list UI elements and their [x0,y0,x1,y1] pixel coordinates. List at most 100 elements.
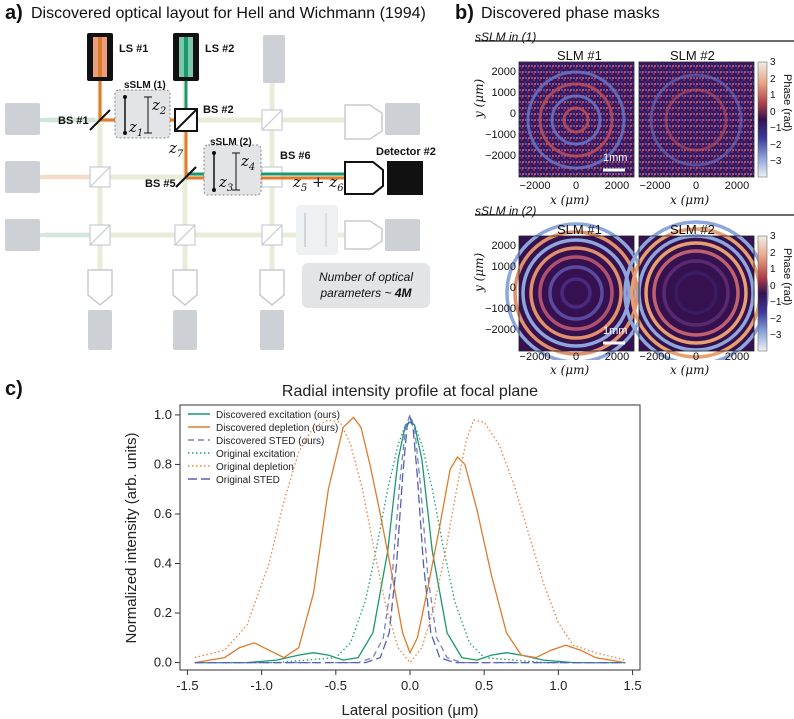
y-tick-label: 0.4 [154,556,172,571]
ls1-label: LS #1 [119,43,149,55]
row2-x-tick: 0 [692,351,700,363]
light-source-2 [173,33,199,81]
sslm-1-box [114,89,171,139]
params-box-bg [302,263,430,308]
z7-label: z7 [169,139,184,160]
x-ticks: -1.5 -1.0 -0.5 0.0 0.5 1.0 1.5 [176,670,642,693]
sslm-2-box [203,144,262,196]
row2-slm2-title: SLM #2 [670,222,715,237]
inactive-beamsplitters [89,109,283,246]
row1-x-tick: −2000 [519,180,551,192]
panel-b-label: b) [455,2,474,24]
beam-splitter-2 [174,108,198,132]
row2-scale-label: 1mm [603,325,628,337]
sslm-2-label: sSLM (2) [210,137,252,148]
series-line-5 [194,415,626,664]
y-ticks: 0.0 0.2 0.4 0.6 0.8 1.0 [154,407,180,670]
row2-slm1-title: SLM #1 [557,222,602,237]
x-tick-label: -0.5 [325,678,347,693]
inactive-sources [88,35,420,350]
row2-x-tick: −2000 [639,351,671,363]
row1-slm2-title: SLM #2 [670,48,715,63]
series-line-2 [194,412,626,664]
inactive-slm-box [296,205,338,255]
colorbar-ticks-row2: 3 2 1 0 −1 −2 −3 [770,231,782,341]
legend-label-3: Original excitation [216,449,295,460]
row2-x-tick: 0 [572,351,580,363]
colorbar-ticks-row1: 3 2 1 0 −1 −2 −3 [770,57,782,167]
row2-y-axis-label: y (μm) [472,252,486,292]
z5-z6-label: z5 + z6 [293,173,344,194]
colorbar-row2 [757,235,768,352]
panel-a-title: Discovered optical layout for Hell and W… [31,5,426,22]
row2-x-axis-label-2: x (μm) [670,363,710,377]
series-line-3 [194,421,626,664]
z1-label: z1 [129,118,144,139]
row1-y-axis-label: y (μm) [472,78,486,118]
beam-splitter-5 [175,166,197,188]
row2-x-tick: 2000 [604,351,630,363]
params-box-text: Number of optical parameters ~ 4M [318,270,414,300]
panel-c-label: c) [5,378,23,400]
bs5-label: BS #5 [145,178,176,190]
legend-label-0: Discovered excitation (ours) [216,410,340,421]
ls2-label: LS #2 [205,43,235,55]
mask-row2-slm1 [505,222,647,360]
bs2-label: BS #2 [203,104,234,116]
series-lines [194,412,626,664]
z2-label: z2 [152,96,167,117]
z4-label: z4 [241,152,256,173]
colorbar-row1 [757,61,768,178]
y-axis-label: Normalized intensity (arb. units) [123,433,140,644]
bs1-label: BS #1 [58,115,89,127]
chart-title: Radial intensity profile at focal plane [282,383,538,400]
row1-x-tick: 2000 [724,180,750,192]
beam-splitter-1 [89,109,111,131]
mask-row1-slm2 [638,61,755,178]
colorbar-label-row1: Phase (rad) [781,74,793,132]
row1-x-axis-label-2: x (μm) [670,193,710,207]
bs6-label: BS #6 [280,150,311,162]
series-line-1 [194,416,626,664]
colorbar-label-row2: Phase (rad) [781,248,793,306]
mask-row2-slm2 [623,220,769,360]
detector-2 [344,161,423,195]
phase-masks-figure [475,40,794,360]
y-tick-label: 0.6 [154,506,172,521]
x-tick-label: 1.0 [549,678,567,693]
legend: Discovered excitation (ours) Discovered d… [188,410,340,486]
y-tick-label: 1.0 [154,407,172,422]
legend-label-4: Original depletion [216,462,294,473]
row2-x-tick: 2000 [724,351,750,363]
y-tick-label: 0.0 [154,655,172,670]
row2-x-axis-label-1: x (μm) [550,363,590,377]
sslm-1-label: sSLM (1) [124,80,166,91]
row2-x-tick: −2000 [519,351,551,363]
row1-scale-label: 1mm [603,152,628,164]
y-tick-label: 0.2 [154,605,172,620]
series-line-4 [194,419,626,664]
row2-y-ticks: 2000 1000 0 −1000 −2000 [485,240,516,336]
row2-label: sSLM in (2) [475,204,537,218]
light-source-1 [87,33,113,81]
detector-2-label: Detector #2 [376,146,436,158]
row1-x-tick: 2000 [604,180,630,192]
row1-y-ticks: 2000 1000 0 −1000 −2000 [485,66,516,162]
z3-label: z3 [219,173,234,194]
x-tick-label: -1.5 [176,678,198,693]
panel-b-title: Discovered phase masks [481,5,660,22]
x-tick-label: -1.0 [250,678,272,693]
legend-label-2: Discovered STED (ours) [216,436,324,447]
row1-label: sSLM in (1) [475,30,537,44]
row1-slm1-title: SLM #1 [557,48,602,63]
row1-x-axis-label-1: x (μm) [550,193,590,207]
row1-x-tick: −2000 [639,180,671,192]
legend-label-1: Discovered depletion (ours) [216,423,338,434]
x-axis-label: Lateral position (μm) [341,702,478,719]
x-tick-label: 0.0 [401,678,419,693]
x-tick-label: 0.5 [475,678,493,693]
intensity-profile-chart: Radial intensity profile at focal plane … [123,383,642,719]
legend-label-5: Original STED [216,475,280,486]
inactive-left-sources [5,103,40,251]
y-tick-label: 0.8 [154,456,172,471]
